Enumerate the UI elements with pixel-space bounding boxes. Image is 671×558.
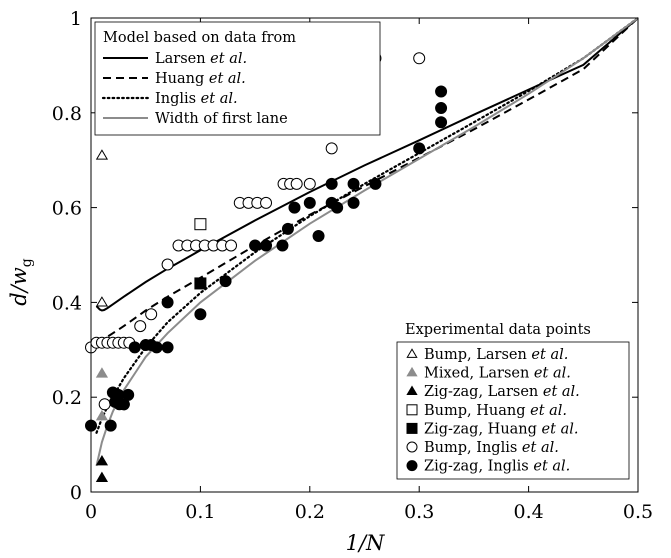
data-point-6-7	[112, 388, 125, 401]
data-point-6-16	[219, 275, 232, 288]
y-axis-title: d/wg	[7, 258, 35, 306]
legend-model-label-3: Width of first lane	[155, 111, 288, 127]
data-point-6-12	[150, 341, 163, 354]
legend-model-label-2: Inglis et al.	[155, 91, 238, 107]
data-point-0-1	[95, 296, 109, 307]
data-point-3-0	[194, 218, 207, 231]
legend-model-title: Model based on data from	[103, 30, 296, 46]
data-point-5-18	[225, 239, 238, 252]
data-point-6-14	[161, 296, 174, 309]
x-tick-label: 0.5	[623, 501, 653, 523]
data-point-6-27	[347, 177, 360, 190]
series-line-0	[95, 17, 639, 312]
x-axis-title: 1/N	[346, 531, 385, 555]
data-point-1-0	[95, 367, 109, 378]
x-tick-label: 0.2	[295, 501, 325, 523]
data-point-6-13	[161, 341, 174, 354]
y-tick-label: 0.2	[52, 387, 82, 409]
data-point-6-8	[117, 398, 130, 411]
y-tick-label: 0.8	[52, 103, 82, 125]
x-tick-label: 0	[85, 501, 97, 523]
data-point-6-32	[435, 102, 448, 115]
data-point-6-18	[260, 239, 273, 252]
data-point-6-24	[325, 177, 338, 190]
data-point-5-22	[260, 196, 273, 209]
data-point-6-33	[435, 85, 448, 98]
data-points	[85, 52, 448, 482]
data-point-4-0	[194, 277, 207, 290]
data-point-6-17	[249, 239, 262, 252]
data-point-6-21	[288, 201, 301, 214]
legend-exp-label-1: Mixed, Larsen et al.	[424, 366, 571, 382]
data-point-5-26	[303, 177, 316, 190]
legend-experimental-box	[396, 341, 630, 480]
data-point-2-1	[95, 471, 109, 482]
y-tick-label: 1	[70, 8, 82, 30]
plot-frame	[90, 17, 639, 493]
data-point-6-20	[281, 222, 294, 235]
legend-exp-marker-6	[406, 460, 418, 472]
data-point-6-15	[194, 308, 207, 321]
data-point-5-8	[98, 398, 111, 411]
legend-exp-label-6: Zig-zag, Inglis et al.	[424, 459, 570, 475]
legend-exp-label-2: Zig-zag, Larsen et al.	[424, 384, 580, 400]
legend-exp-marker-2	[406, 385, 418, 396]
legend-exp-label-0: Bump, Larsen et al.	[424, 347, 568, 363]
data-point-6-9	[128, 341, 141, 354]
legend-exp-marker-5	[406, 441, 418, 453]
data-point-6-23	[312, 230, 325, 243]
y-tick-label: 0.6	[52, 198, 82, 220]
data-point-2-0	[95, 454, 109, 466]
legend-experimental-title: Experimental data points	[405, 322, 591, 338]
legend-exp-marker-3	[406, 404, 418, 416]
data-point-6-31	[435, 116, 448, 129]
data-point-1-1	[95, 409, 109, 421]
series-line-3	[95, 17, 639, 467]
y-tick-label: 0.4	[52, 292, 82, 314]
x-tick-label: 0.1	[185, 501, 215, 523]
legend-exp-marker-0	[406, 348, 418, 358]
data-point-5-11	[161, 258, 174, 271]
data-point-0-0	[95, 149, 109, 160]
data-point-5-30	[413, 52, 426, 65]
data-point-5-27	[325, 142, 338, 155]
data-point-5-10	[145, 308, 158, 321]
legend-exp-label-5: Bump, Inglis et al.	[424, 440, 559, 456]
legend-exp-marker-4	[406, 422, 418, 434]
legend-model: Model based on data from Larsen et al. Hu…	[94, 21, 381, 136]
x-tick-label: 0.3	[404, 501, 434, 523]
data-point-6-26	[331, 201, 344, 214]
y-tick-label: 0	[70, 482, 82, 504]
legend-exp-label-4: Zig-zag, Huang et al.	[424, 421, 578, 437]
axis-ticks: 0 0.1 0.2 0.3 0.4 0.5 0 0.2 0.4 0.6 0.8 1	[52, 8, 653, 523]
legend-model-label-1: Huang et al.	[155, 71, 246, 87]
data-point-5-25	[290, 177, 303, 190]
data-point-6-28	[347, 196, 360, 209]
legend-exp-label-3: Bump, Huang et al.	[424, 403, 567, 419]
legend-exp-marker-1	[406, 366, 418, 377]
data-point-5-9	[134, 320, 147, 333]
data-point-6-29	[369, 177, 382, 190]
data-point-6-1	[104, 419, 117, 432]
data-point-6-22	[303, 196, 316, 209]
legend-experimental: Experimental data points Bump, Larsen et…	[396, 322, 630, 480]
legend-model-label-0: Larsen et al.	[155, 51, 247, 67]
data-point-6-19	[276, 239, 289, 252]
data-point-6-30	[413, 142, 426, 155]
x-tick-label: 0.4	[513, 501, 543, 523]
